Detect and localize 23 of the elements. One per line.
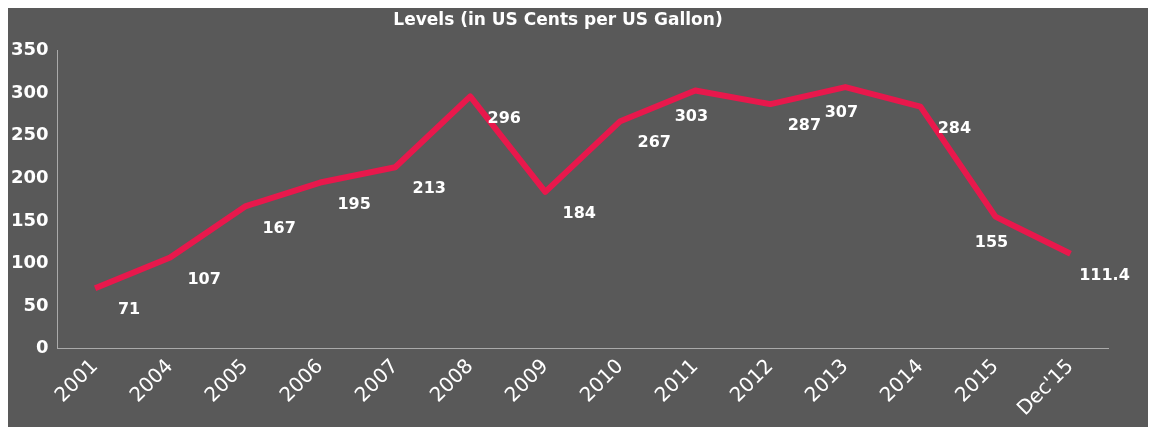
- data-label: 303: [674, 105, 709, 125]
- data-label: 284: [937, 117, 972, 137]
- data-label: 287: [787, 115, 822, 135]
- data-label: 111.4: [1079, 264, 1130, 284]
- data-label: 184: [562, 203, 596, 223]
- y-tick-label: 300: [11, 80, 49, 102]
- y-tick-label: 350: [11, 38, 49, 60]
- data-label: 107: [187, 268, 221, 288]
- y-tick-label: 150: [11, 208, 49, 230]
- data-label: 195: [337, 193, 371, 213]
- data-label: 71: [117, 299, 141, 319]
- data-label: 213: [412, 178, 446, 198]
- data-label: 167: [262, 217, 296, 237]
- y-tick-label: 0: [36, 336, 49, 358]
- data-label: 267: [637, 132, 672, 152]
- data-label: 296: [487, 107, 521, 127]
- data-label: 307: [824, 102, 859, 122]
- y-tick-label: 250: [11, 123, 49, 145]
- chart-title: Levels (in US Cents per US Gallon): [393, 8, 723, 29]
- y-tick-label: 100: [11, 251, 49, 273]
- y-tick-label: 200: [11, 165, 49, 187]
- data-label: 155: [974, 231, 1009, 251]
- y-tick-label: 50: [23, 293, 49, 315]
